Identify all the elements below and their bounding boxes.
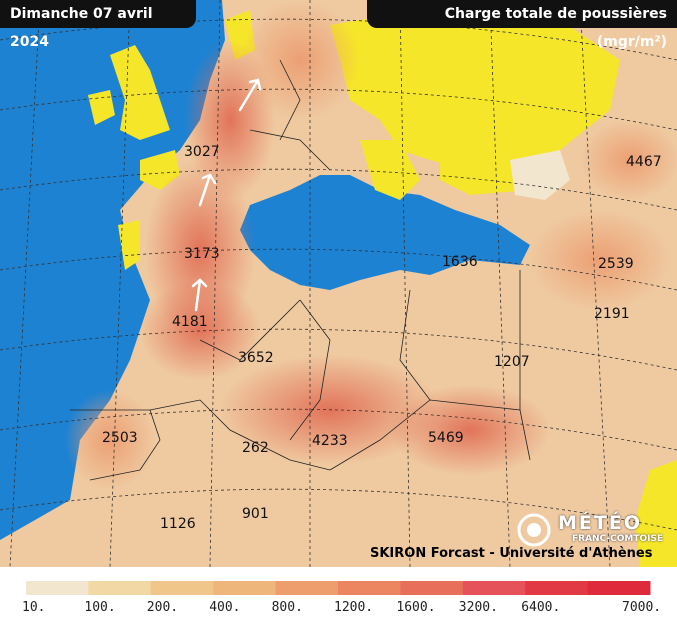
legend-swatch <box>525 581 589 595</box>
map-value: 5469 <box>428 430 464 446</box>
plume-iran <box>580 120 677 200</box>
dust-map: 3027 3173 4181 3652 2503 262 4233 5469 1… <box>0 0 677 567</box>
legend-swatch <box>213 581 277 595</box>
color-legend: 10. 100. 200. 400. 800. 1200. 1600. 3200. 6400. 7… <box>0 567 677 617</box>
map-value: 262 <box>242 440 269 456</box>
logo-subtitle: FRANC-COMTOISE <box>572 534 664 544</box>
legend-labels: 10. 100. 200. 400. 800. 1200. 1600. 3200. 6400. 7… <box>22 600 661 615</box>
legend-swatch <box>400 581 464 595</box>
map-value: 3652 <box>238 350 274 366</box>
legend-label: 100. <box>84 600 115 615</box>
plume-central-europe <box>240 0 360 120</box>
legend-swatch <box>338 581 401 595</box>
iberia-coast <box>118 220 140 270</box>
map-value: 2191 <box>594 306 630 322</box>
map-value: 2503 <box>102 430 138 446</box>
map-value: 4467 <box>626 154 662 170</box>
map-value: 2539 <box>598 256 634 272</box>
model-credit: SKIRON Forcast - Université d'Athènes <box>370 546 653 561</box>
legend-label: 1600. <box>396 600 435 615</box>
graticule <box>0 0 677 567</box>
legend-swatch <box>275 581 339 595</box>
map-value: 1207 <box>494 354 530 370</box>
ireland-land <box>88 90 115 125</box>
legend-label: 1200. <box>334 600 373 615</box>
legend-label: 7000. <box>622 600 661 615</box>
legend-swatch <box>587 581 651 595</box>
cyprus-area <box>510 150 570 200</box>
legend-label: 6400. <box>521 600 560 615</box>
legend-swatch <box>26 581 89 595</box>
legend-label: 200. <box>147 600 178 615</box>
map-value: 4233 <box>312 433 348 449</box>
plume-libya <box>390 385 550 475</box>
legend-label: 800. <box>272 600 303 615</box>
logo-name: MÉTÉO <box>558 512 642 534</box>
map-value-labels: 3027 3173 4181 3652 2503 262 4233 5469 1… <box>102 144 662 532</box>
map-value: 1636 <box>442 254 478 270</box>
south-east-clean <box>635 460 677 567</box>
flow-arrows <box>191 78 262 312</box>
uk-land <box>110 45 170 140</box>
legend-label: 400. <box>209 600 240 615</box>
legend-label: 3200. <box>459 600 498 615</box>
meteo-logo: MÉTÉO FRANC-COMTOISE <box>514 510 674 550</box>
map-value: 4181 <box>172 314 208 330</box>
map-value: 3173 <box>184 246 220 262</box>
legend-swatches <box>26 581 651 595</box>
map-value: 1126 <box>160 516 196 532</box>
legend-swatch <box>150 581 214 595</box>
legend-label: 10. <box>22 600 45 615</box>
map-value: 3027 <box>184 144 220 160</box>
balkans <box>360 140 420 200</box>
legend-swatch <box>462 581 526 595</box>
mediterranean-sea <box>240 175 530 290</box>
forecast-date: Dimanche 07 avril 2024 <box>0 0 196 50</box>
plume-iraq <box>530 210 670 310</box>
map-title: Charge totale de poussières (mgr/m²) <box>367 0 677 50</box>
sun-logo-icon <box>517 513 551 547</box>
legend-swatch <box>88 581 152 595</box>
borders <box>70 59 531 481</box>
map-value: 901 <box>242 506 269 522</box>
